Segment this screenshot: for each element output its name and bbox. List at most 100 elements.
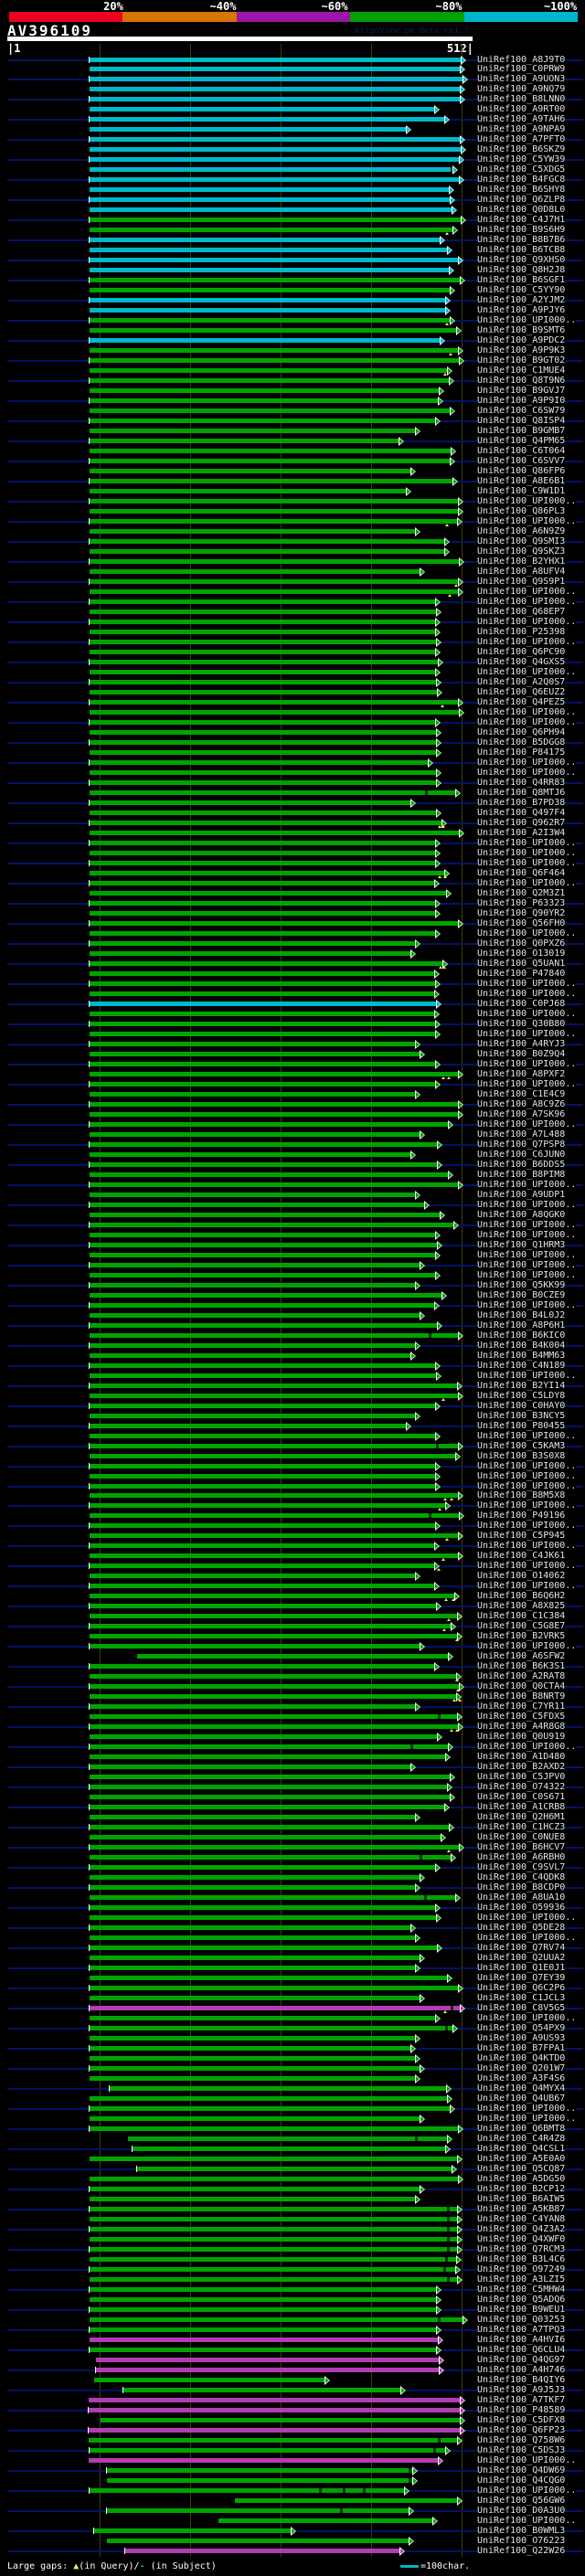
hit-label[interactable]: UniRef100_UPI000..: [477, 667, 577, 678]
alignment-bar[interactable]: [90, 1303, 435, 1308]
hit-label[interactable]: UniRef100_UPI000..: [477, 597, 577, 608]
hit-label[interactable]: UniRef100_C4N189: [477, 1361, 566, 1372]
hit-label[interactable]: UniRef100_B9SMT6: [477, 325, 566, 336]
hit-label[interactable]: UniRef100_B6K3S1: [477, 1661, 566, 1672]
hit-label[interactable]: UniRef100_A4H746: [477, 2365, 566, 2376]
hit-label[interactable]: UniRef100_UPI000..: [477, 979, 577, 990]
hit-label[interactable]: UniRef100_Q03253: [477, 2315, 566, 2326]
alignment-bar[interactable]: [90, 911, 436, 916]
alignment-bar[interactable]: [90, 509, 459, 514]
hit-label[interactable]: UniRef100_Q962R7: [477, 818, 566, 829]
alignment-bar[interactable]: [90, 1624, 452, 1628]
hit-label[interactable]: UniRef100_B2VRK5: [477, 1631, 566, 1642]
hit-label[interactable]: UniRef100_C6SVV7: [477, 456, 566, 467]
alignment-bar[interactable]: [90, 137, 461, 142]
hit-label[interactable]: UniRef100_B0WML3: [477, 2526, 566, 2537]
hit-label[interactable]: UniRef100_A9UON3: [477, 74, 566, 85]
hit-label[interactable]: UniRef100_Q56GW6: [477, 2496, 566, 2507]
hit-label[interactable]: UniRef100_Q5UAN1: [477, 959, 566, 970]
hit-label[interactable]: UniRef100_Q6EUZ2: [477, 687, 566, 698]
alignment-bar[interactable]: [90, 217, 462, 222]
hit-label[interactable]: UniRef100_O74322: [477, 1782, 566, 1793]
hit-label[interactable]: UniRef100_A9P9K3: [477, 345, 566, 356]
hit-label[interactable]: UniRef100_UPI000..: [477, 1200, 577, 1211]
hit-label[interactable]: UniRef100_B8M5X8: [477, 1490, 566, 1501]
alignment-bar[interactable]: [90, 117, 445, 122]
hit-label[interactable]: UniRef100_UPI000..: [477, 1913, 577, 1924]
alignment-bar[interactable]: [90, 2157, 458, 2161]
hit-label[interactable]: UniRef100_B8NRT9: [477, 1691, 566, 1702]
alignment-bar[interactable]: [107, 2478, 413, 2483]
alignment-bar[interactable]: [90, 2187, 420, 2191]
alignment-bar[interactable]: [90, 589, 459, 594]
hit-label[interactable]: UniRef100_A6N9Z9: [477, 526, 566, 537]
hit-label[interactable]: UniRef100_A9TAH6: [477, 114, 566, 125]
alignment-bar[interactable]: [90, 2488, 405, 2493]
hit-label[interactable]: UniRef100_UPI000..: [477, 1500, 577, 1511]
hit-label[interactable]: UniRef100_C4R4Z8: [477, 2134, 566, 2145]
hit-label[interactable]: UniRef100_UPI000..: [477, 1220, 577, 1231]
alignment-bar[interactable]: [90, 408, 451, 413]
hit-label[interactable]: UniRef100_O13019: [477, 949, 566, 959]
alignment-bar[interactable]: [90, 1875, 420, 1880]
alignment-bar[interactable]: [89, 2428, 461, 2433]
alignment-bar[interactable]: [90, 368, 448, 373]
hit-label[interactable]: UniRef100_Q6C2P6: [477, 1983, 566, 1994]
hit-label[interactable]: UniRef100_Q5DE28: [477, 1923, 566, 1934]
hit-label[interactable]: UniRef100_C0S671: [477, 1792, 566, 1803]
alignment-bar[interactable]: [90, 1795, 451, 1799]
alignment-bar[interactable]: [90, 1142, 438, 1147]
hit-label[interactable]: UniRef100_UPI000..: [477, 2114, 577, 2125]
alignment-bar[interactable]: [90, 1614, 458, 1618]
alignment-bar[interactable]: [90, 2277, 458, 2282]
alignment-bar[interactable]: [90, 1032, 436, 1036]
hit-label[interactable]: UniRef100_UPI000..: [477, 2516, 577, 2527]
alignment-bar[interactable]: [94, 2378, 325, 2382]
alignment-bar[interactable]: [90, 640, 437, 644]
alignment-bar[interactable]: [90, 1543, 435, 1548]
hit-label[interactable]: UniRef100_P84175: [477, 747, 566, 758]
hit-label[interactable]: UniRef100_Q8MTJ6: [477, 788, 566, 799]
alignment-bar[interactable]: [90, 1956, 420, 1960]
hit-label[interactable]: UniRef100_B5DGG8: [477, 737, 566, 748]
hit-label[interactable]: UniRef100_Q6F464: [477, 868, 566, 879]
alignment-bar[interactable]: [90, 1724, 459, 1729]
alignment-bar[interactable]: [90, 1052, 420, 1056]
hit-label[interactable]: UniRef100_Q4DW69: [477, 2465, 566, 2476]
alignment-bar[interactable]: [90, 2177, 459, 2181]
alignment-bar[interactable]: [90, 1152, 411, 1157]
hit-label[interactable]: UniRef100_UPI000..: [477, 516, 577, 527]
alignment-bar[interactable]: [90, 660, 439, 664]
alignment-bar[interactable]: [90, 207, 452, 212]
hit-label[interactable]: UniRef100_C4JK61: [477, 1551, 566, 1562]
hit-label[interactable]: UniRef100_Q9SMI3: [477, 536, 566, 547]
alignment-bar[interactable]: [90, 720, 436, 725]
alignment-bar[interactable]: [90, 2056, 416, 2061]
hit-label[interactable]: UniRef100_Q4CQG0: [477, 2475, 566, 2486]
hit-label[interactable]: UniRef100_C5LDY8: [477, 1391, 566, 1402]
hit-label[interactable]: UniRef100_UPI000..: [477, 989, 577, 1000]
hit-label[interactable]: UniRef100_UPI000..: [477, 1059, 577, 1070]
alignment-bar[interactable]: [90, 1273, 436, 1277]
alignment-bar[interactable]: [90, 1002, 437, 1006]
hit-label[interactable]: UniRef100_C0NUE8: [477, 1832, 566, 1843]
hit-label[interactable]: UniRef100_Q2H6M1: [477, 1812, 566, 1823]
alignment-bar[interactable]: [90, 338, 441, 343]
hit-label[interactable]: UniRef100_UPI000..: [477, 1119, 577, 1130]
hit-label[interactable]: UniRef100_B6AIW5: [477, 2194, 566, 2205]
hit-label[interactable]: UniRef100_A7TPQ3: [477, 2325, 566, 2336]
hit-label[interactable]: UniRef100_UPI000..: [477, 928, 577, 939]
hit-label[interactable]: UniRef100_A6SFW2: [477, 1651, 566, 1662]
alignment-bar[interactable]: [90, 1785, 448, 1789]
hit-label[interactable]: UniRef100_UPI000..: [477, 1009, 577, 1020]
hit-label[interactable]: UniRef100_UPI000..: [477, 1641, 577, 1652]
alignment-bar[interactable]: [90, 1404, 436, 1408]
hit-label[interactable]: UniRef100_Q86FP6: [477, 466, 566, 477]
hit-label[interactable]: UniRef100_A9RT00: [477, 104, 566, 115]
hit-label[interactable]: UniRef100_O14062: [477, 1571, 566, 1582]
alignment-bar[interactable]: [90, 800, 411, 805]
hit-label[interactable]: UniRef100_A9US93: [477, 2033, 566, 2044]
hit-label[interactable]: UniRef100_C6SW79: [477, 406, 566, 417]
hit-label[interactable]: UniRef100_UPI000..: [477, 1371, 577, 1382]
alignment-bar[interactable]: [90, 871, 445, 875]
